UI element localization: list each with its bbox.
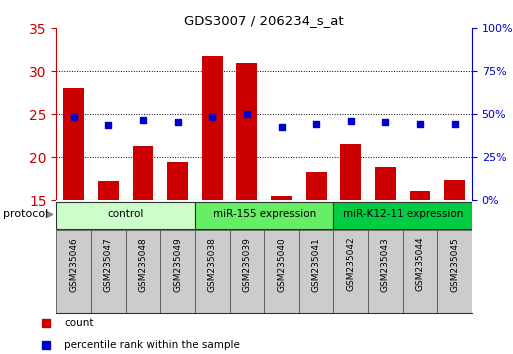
Bar <box>306 172 326 200</box>
FancyBboxPatch shape <box>195 201 333 229</box>
FancyBboxPatch shape <box>56 230 91 313</box>
Text: GSM235048: GSM235048 <box>139 237 148 291</box>
FancyBboxPatch shape <box>195 230 229 313</box>
Text: GSM235038: GSM235038 <box>208 237 217 292</box>
FancyBboxPatch shape <box>333 201 472 229</box>
Point <box>416 122 424 127</box>
Point <box>278 124 286 130</box>
Text: GSM235049: GSM235049 <box>173 237 182 291</box>
Bar <box>132 146 153 200</box>
Point <box>381 119 389 125</box>
FancyBboxPatch shape <box>229 230 264 313</box>
FancyBboxPatch shape <box>333 230 368 313</box>
Title: GDS3007 / 206234_s_at: GDS3007 / 206234_s_at <box>184 14 344 27</box>
FancyBboxPatch shape <box>126 230 160 313</box>
FancyBboxPatch shape <box>403 230 437 313</box>
Text: GSM235046: GSM235046 <box>69 237 78 291</box>
Text: miR-155 expression: miR-155 expression <box>212 210 316 219</box>
Text: GSM235040: GSM235040 <box>277 237 286 291</box>
FancyBboxPatch shape <box>160 230 195 313</box>
FancyBboxPatch shape <box>264 230 299 313</box>
Point <box>173 119 182 125</box>
Text: GSM235042: GSM235042 <box>346 237 356 291</box>
Text: control: control <box>108 210 144 219</box>
Text: GSM235047: GSM235047 <box>104 237 113 291</box>
Text: GSM235043: GSM235043 <box>381 237 390 291</box>
FancyBboxPatch shape <box>56 201 195 229</box>
Text: miR-K12-11 expression: miR-K12-11 expression <box>343 210 463 219</box>
Bar <box>98 181 119 200</box>
Bar <box>409 190 430 200</box>
Text: count: count <box>64 319 94 329</box>
Point <box>347 118 355 124</box>
Bar <box>167 162 188 200</box>
Point <box>208 114 216 120</box>
Text: GSM235044: GSM235044 <box>416 237 425 291</box>
Point <box>243 111 251 117</box>
Bar <box>236 63 257 200</box>
Point <box>139 117 147 123</box>
Point <box>450 121 459 126</box>
Bar <box>271 196 292 200</box>
Bar <box>341 144 361 200</box>
Bar <box>202 56 223 200</box>
FancyBboxPatch shape <box>437 230 472 313</box>
FancyBboxPatch shape <box>368 230 403 313</box>
Point <box>70 114 78 120</box>
Text: GSM235045: GSM235045 <box>450 237 459 291</box>
Text: GSM235041: GSM235041 <box>311 237 321 291</box>
Bar <box>444 180 465 200</box>
Text: protocol: protocol <box>3 210 48 219</box>
Text: percentile rank within the sample: percentile rank within the sample <box>64 340 240 350</box>
Point <box>104 122 112 128</box>
Text: GSM235039: GSM235039 <box>242 237 251 292</box>
Bar <box>375 167 396 200</box>
FancyBboxPatch shape <box>299 230 333 313</box>
Point <box>312 121 320 126</box>
FancyBboxPatch shape <box>91 230 126 313</box>
Bar <box>63 88 84 200</box>
